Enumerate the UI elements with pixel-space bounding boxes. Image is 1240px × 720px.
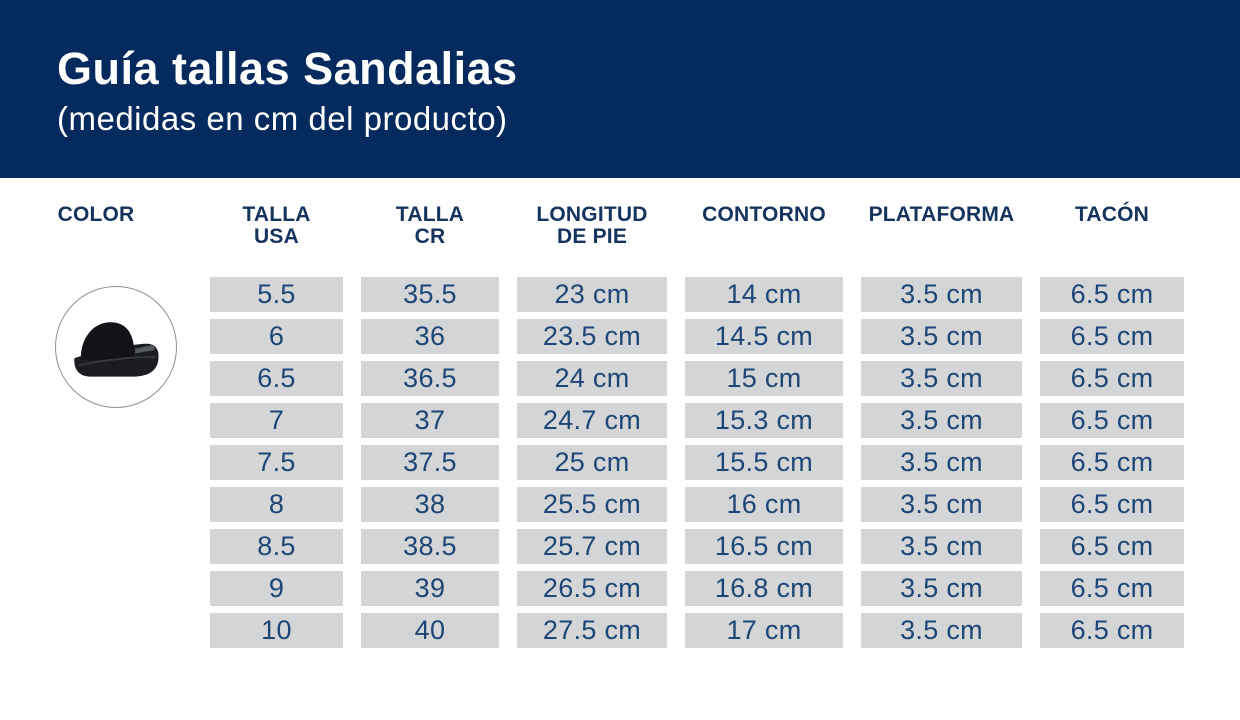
cell-plataforma-row7: 3.5 cm — [861, 571, 1022, 606]
cell-talla-usa-row5: 8 — [210, 487, 343, 522]
cell-longitud-de-pie-row8: 27.5 cm — [517, 613, 667, 648]
cell-talla-cr-row0: 35.5 — [361, 277, 499, 312]
cell-talla-cr-row8: 40 — [361, 613, 499, 648]
header-band: Guía tallas Sandalias (medidas en cm del… — [0, 0, 1240, 178]
product-photo-circle — [55, 286, 177, 408]
cell-contorno-row2: 15 cm — [685, 361, 843, 396]
column-header-line1: TALLA — [395, 203, 465, 226]
cell-contorno-row0: 14 cm — [685, 277, 843, 312]
page-subtitle: (medidas en cm del producto) — [57, 99, 508, 137]
cell-longitud-de-pie-row2: 24 cm — [517, 361, 667, 396]
cell-talla-cr-row2: 36.5 — [361, 361, 499, 396]
cell-tacon-row4: 6.5 cm — [1040, 445, 1184, 480]
cell-talla-usa-row0: 5.5 — [210, 277, 343, 312]
cell-plataforma-row1: 3.5 cm — [861, 319, 1022, 354]
size-table-column-headers: COLOR TALLA USA TALLA CR LONGITUD DE PIE… — [0, 204, 1240, 248]
cell-plataforma-row5: 3.5 cm — [861, 487, 1022, 522]
cell-talla-usa-row4: 7.5 — [210, 445, 343, 480]
size-table: COLOR TALLA USA TALLA CR LONGITUD DE PIE… — [0, 204, 1240, 720]
cell-talla-usa-row6: 8.5 — [210, 529, 343, 564]
cell-talla-usa-row8: 10 — [210, 613, 343, 648]
size-table-rows: 5.5 35.5 23 cm 14 cm 3.5 cm 6.5 cm 6 36 23.5 cm 1… — [0, 277, 1240, 648]
cell-tacon-row8: 6.5 cm — [1040, 613, 1184, 648]
cell-tacon-row7: 6.5 cm — [1040, 571, 1184, 606]
cell-talla-cr-row5: 38 — [361, 487, 499, 522]
cell-contorno-row1: 14.5 cm — [685, 319, 843, 354]
cell-longitud-de-pie-row0: 23 cm — [517, 277, 667, 312]
column-header-line1: CONTORNO — [702, 203, 826, 226]
cell-longitud-de-pie-row5: 25.5 cm — [517, 487, 667, 522]
cell-contorno-row7: 16.8 cm — [685, 571, 843, 606]
cell-longitud-de-pie-row1: 23.5 cm — [517, 319, 667, 354]
cell-talla-usa-row7: 9 — [210, 571, 343, 606]
column-header-line1: TALLA — [242, 203, 311, 226]
cell-plataforma-row4: 3.5 cm — [861, 445, 1022, 480]
cell-contorno-row4: 15.5 cm — [685, 445, 843, 480]
cell-contorno-row8: 17 cm — [685, 613, 843, 648]
cell-tacon-row0: 6.5 cm — [1040, 277, 1184, 312]
cell-plataforma-row0: 3.5 cm — [861, 277, 1022, 312]
cell-talla-usa-row2: 6.5 — [210, 361, 343, 396]
cell-longitud-de-pie-row6: 25.7 cm — [517, 529, 667, 564]
column-header-contorno: CONTORNO — [685, 204, 843, 248]
cell-tacon-row5: 6.5 cm — [1040, 487, 1184, 522]
column-header-line1: TACÓN — [1074, 203, 1150, 226]
column-header-line2: CR — [414, 225, 446, 248]
cell-talla-cr-row6: 38.5 — [361, 529, 499, 564]
cell-plataforma-row8: 3.5 cm — [861, 613, 1022, 648]
black-platform-sandal-icon — [74, 322, 159, 377]
cell-longitud-de-pie-row7: 26.5 cm — [517, 571, 667, 606]
cell-longitud-de-pie-row4: 25 cm — [517, 445, 667, 480]
cell-contorno-row5: 16 cm — [685, 487, 843, 522]
column-header-line1: PLATAFORMA — [868, 203, 1015, 226]
cell-longitud-de-pie-row3: 24.7 cm — [517, 403, 667, 438]
column-header-tacon: TACÓN — [1040, 204, 1184, 248]
column-header-line1: COLOR — [57, 203, 135, 226]
cell-talla-usa-row1: 6 — [210, 319, 343, 354]
column-header-plataforma: PLATAFORMA — [861, 204, 1022, 248]
column-header-line1: LONGITUD — [536, 203, 648, 226]
cell-tacon-row2: 6.5 cm — [1040, 361, 1184, 396]
page-title: Guía tallas Sandalias — [57, 43, 518, 94]
cell-contorno-row3: 15.3 cm — [685, 403, 843, 438]
cell-talla-usa-row3: 7 — [210, 403, 343, 438]
cell-tacon-row1: 6.5 cm — [1040, 319, 1184, 354]
column-header-talla-usa: TALLA USA — [210, 204, 343, 248]
column-header-line2: USA — [254, 225, 299, 248]
column-header-color: COLOR — [0, 204, 192, 248]
cell-tacon-row3: 6.5 cm — [1040, 403, 1184, 438]
cell-talla-cr-row1: 36 — [361, 319, 499, 354]
cell-talla-cr-row4: 37.5 — [361, 445, 499, 480]
column-header-talla-cr: TALLA CR — [361, 204, 499, 248]
cell-contorno-row6: 16.5 cm — [685, 529, 843, 564]
cell-plataforma-row6: 3.5 cm — [861, 529, 1022, 564]
cell-talla-cr-row7: 39 — [361, 571, 499, 606]
cell-plataforma-row3: 3.5 cm — [861, 403, 1022, 438]
cell-plataforma-row2: 3.5 cm — [861, 361, 1022, 396]
column-header-line2: DE PIE — [556, 225, 628, 248]
cell-talla-cr-row3: 37 — [361, 403, 499, 438]
cell-tacon-row6: 6.5 cm — [1040, 529, 1184, 564]
column-header-longitud-de-pie: LONGITUD DE PIE — [517, 204, 667, 248]
